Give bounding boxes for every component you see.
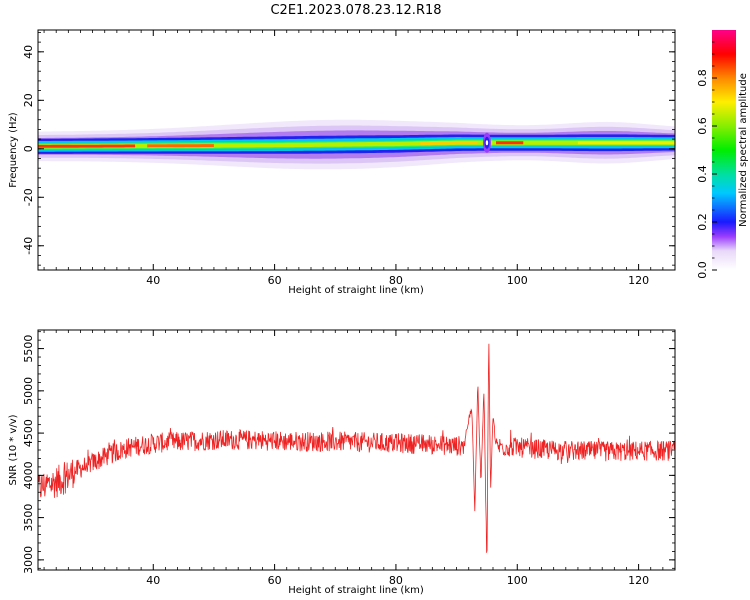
spectrogram-band-peak	[38, 144, 136, 148]
spectrogram-band-peak	[420, 141, 478, 145]
colorbar: 0.0 0.2 0.4 0.6 0.8 Normalized spectral ampl…	[696, 30, 749, 279]
snr-x-tick-label: 100	[507, 574, 528, 587]
spectrogram-ticks: 40 60 80 100 120 40 20 0 -20 -40	[22, 30, 676, 287]
spectrogram-disturbance-core	[485, 140, 489, 146]
spectrogram-x-tick-label: 120	[628, 274, 649, 287]
snr-series-line	[38, 343, 675, 553]
snr-y-tick-label: 4000	[22, 461, 35, 489]
snr-ticks: 40 60 80 100 120 3000 3500 4000 4500 5000 5500	[22, 330, 676, 587]
snr-x-tick-label: 60	[268, 574, 282, 587]
spectrogram-y-tick-label: -20	[22, 188, 35, 206]
snr-y-tick-label: 5500	[22, 335, 35, 363]
spectrogram-y-axis-label: Frequency (Hz)	[8, 112, 19, 188]
spectrogram-frame	[37, 29, 676, 271]
spectrogram-band-peak	[577, 141, 675, 145]
spectrogram-x-axis-label: Height of straight line (km)	[288, 285, 424, 296]
spectrogram-x-tick-label: 40	[146, 274, 160, 287]
snr-y-tick-label: 5000	[22, 377, 35, 405]
colorbar-ticks: 0.0 0.2 0.4 0.6 0.8	[696, 41, 717, 279]
colorbar-tick-label: 0.4	[696, 165, 709, 183]
spectrogram-x-tick-label: 100	[507, 274, 528, 287]
colorbar-tick-label: 0.6	[696, 117, 709, 135]
snr-y-tick-label: 4500	[22, 419, 35, 447]
snr-x-tick-label: 120	[628, 574, 649, 587]
colorbar-gradient	[712, 30, 736, 270]
figure-title: C2E1.2023.078.23.12.R18	[270, 3, 441, 18]
snr-x-tick-label: 80	[389, 574, 403, 587]
colorbar-label: Normalized spectral amplitude	[738, 73, 749, 227]
snr-y-axis-label: SNR (10 * v/v)	[8, 414, 19, 485]
snr-x-tick-label: 40	[146, 574, 160, 587]
spectrogram-band-peak	[147, 144, 214, 148]
spectrogram-y-tick-label: 20	[22, 93, 35, 107]
colorbar-tick-label: 0.2	[696, 213, 709, 231]
snr-x-axis-label: Height of straight line (km)	[288, 585, 424, 596]
spectrogram-band-peak	[496, 141, 524, 145]
snr-y-tick-label: 3500	[22, 504, 35, 532]
spectrogram-y-tick-label: 0	[22, 145, 35, 152]
spectrogram-panel: 40 60 80 100 120 40 20 0 -20 -40 Height of straig…	[8, 29, 676, 296]
colorbar-tick-label: 0.0	[696, 261, 709, 279]
snr-y-tick-label: 3000	[22, 546, 35, 574]
spectrogram-x-tick-label: 80	[389, 274, 403, 287]
spectrogram-band	[38, 119, 675, 170]
snr-panel: 40 60 80 100 120 3000 3500 4000 4500 5000 5500 Hei…	[8, 329, 676, 596]
spectrogram-y-tick-label: 40	[22, 45, 35, 59]
spectrogram-x-tick-label: 60	[268, 274, 282, 287]
spectrogram-y-tick-label: -40	[22, 237, 35, 255]
colorbar-tick-label: 0.8	[696, 69, 709, 87]
